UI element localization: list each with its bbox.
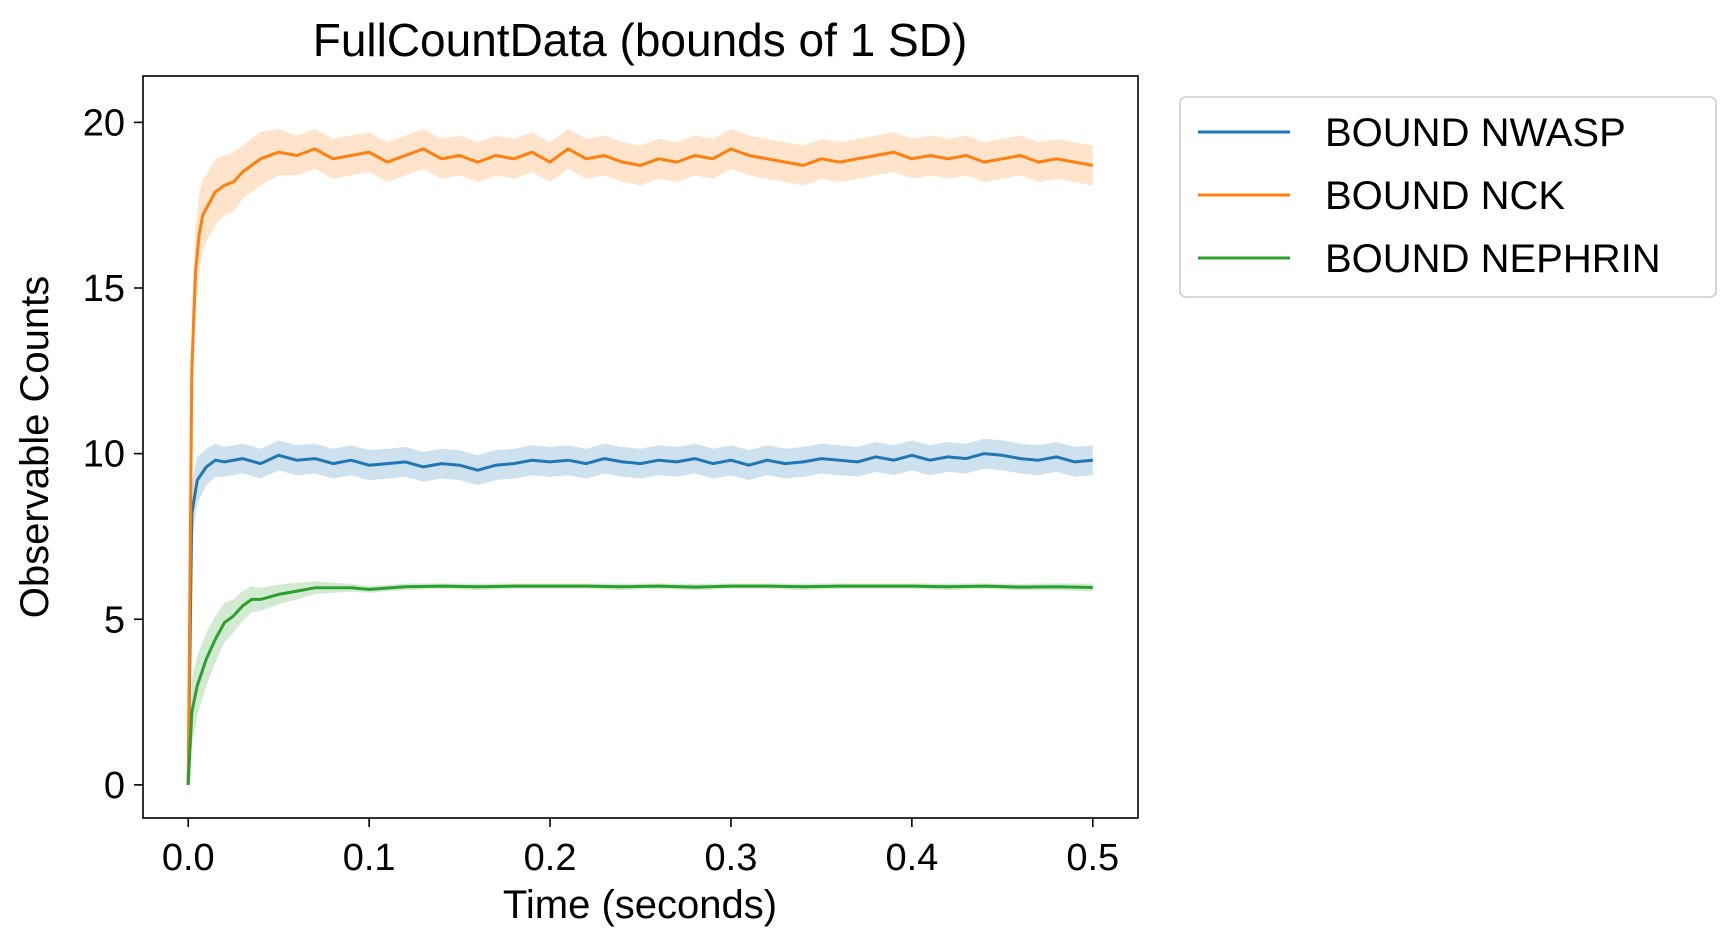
legend: BOUND NWASP BOUND NCK BOUND NEPHRIN [1179,96,1717,298]
x-tick-label: 0.3 [705,837,758,879]
x-tick-label: 0.0 [162,837,215,879]
legend-label-bound-nephrin: BOUND NEPHRIN [1325,237,1661,281]
plot-frame [142,75,1139,819]
legend-label-bound-nck: BOUND NCK [1325,174,1565,218]
sd-bands [188,129,1093,785]
sd-band-bound-nephrin [188,581,1093,785]
chart-title: FullCountData (bounds of 1 SD) [313,14,968,66]
y-axis-title: Observable Counts [13,276,57,618]
y-tick-label: 10 [83,434,125,476]
y-tick-label: 20 [83,102,125,144]
y-tick-label: 15 [83,268,125,310]
x-axis-title: Time (seconds) [503,883,777,927]
y-tick-label: 0 [104,765,125,807]
x-axis: 0.0 0.1 0.2 0.3 0.4 0.5 [162,818,1119,879]
x-tick-label: 0.5 [1066,837,1119,879]
sd-band-bound-nwasp [188,438,1093,785]
legend-label-bound-nwasp: BOUND NWASP [1325,111,1626,155]
x-tick-label: 0.2 [524,837,577,879]
y-axis: 0 5 10 15 20 [83,102,143,807]
y-tick-label: 5 [104,599,125,641]
x-tick-label: 0.1 [343,837,396,879]
series-line-bound-nephrin [186,584,1093,785]
legend-box [1179,96,1717,298]
series-line-bound-nwasp [186,452,1093,785]
series-lines [186,147,1094,785]
x-tick-label: 0.4 [885,837,938,879]
series-line-bound-nck [186,147,1094,785]
